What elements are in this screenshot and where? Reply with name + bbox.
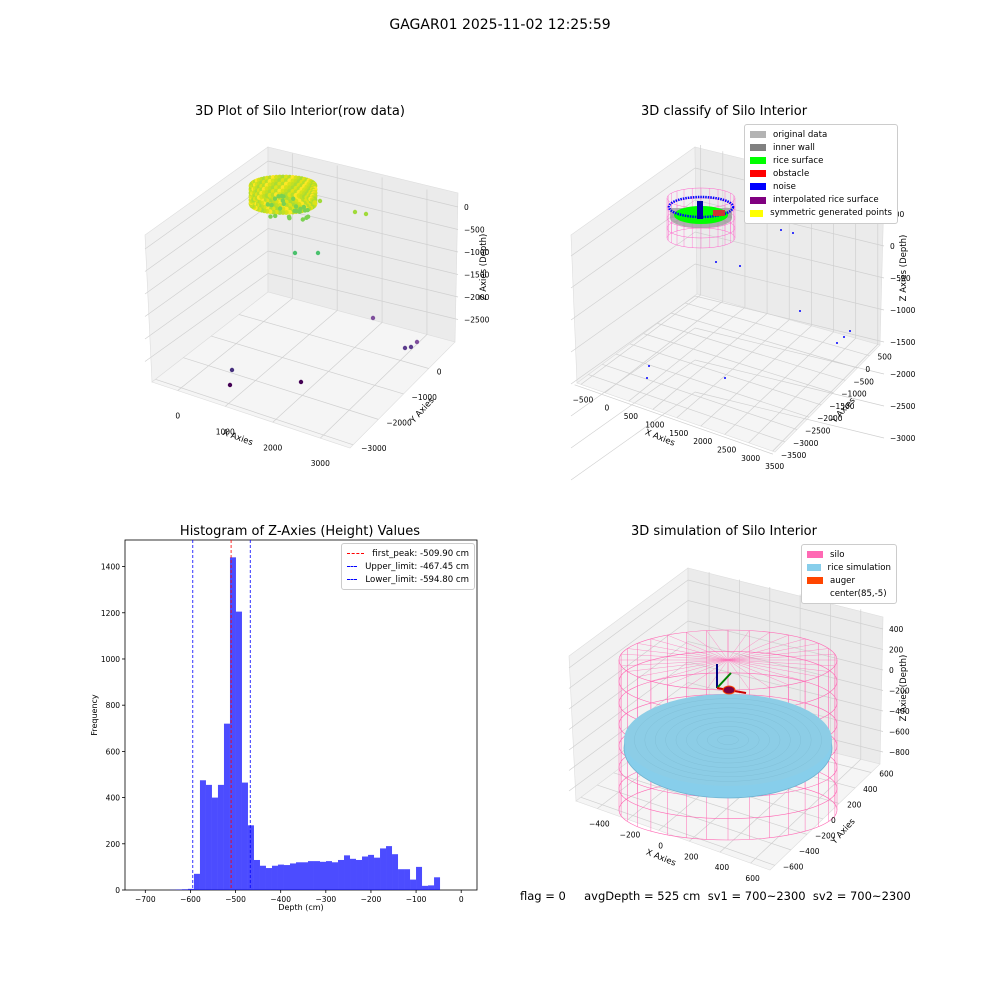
- z-tick-label: −800: [889, 748, 910, 757]
- x-axis-label: X Axies: [644, 848, 677, 869]
- z-tick-label: 200: [889, 646, 904, 655]
- y-tick-label: −400: [799, 847, 820, 856]
- x-tick-label: −400: [589, 820, 610, 829]
- x-tick-label: 400: [715, 863, 730, 872]
- legend-item: auger: [807, 574, 891, 587]
- legend-swatch: [807, 577, 823, 584]
- legend-item: center(85,-5): [807, 587, 891, 600]
- y-tick-label: −600: [783, 862, 804, 871]
- z-axis-label: Z Axies (Depth): [899, 655, 909, 722]
- legend-swatch: [807, 590, 823, 597]
- z-tick-label: −600: [889, 728, 910, 737]
- auger: [723, 686, 735, 694]
- y-tick-label: 200: [847, 800, 862, 809]
- x-tick-label: 600: [745, 874, 760, 883]
- z-tick-label: 400: [889, 625, 904, 634]
- legend-label: center(85,-5): [830, 589, 887, 599]
- x-tick-label: 200: [684, 852, 699, 861]
- panel4-legend: silo rice simulation auger center(85,-5): [801, 544, 897, 604]
- legend-label: auger: [830, 576, 855, 586]
- x-tick-label: 0: [658, 841, 663, 850]
- legend-item: rice simulation: [807, 561, 891, 574]
- y-tick-label: 0: [831, 816, 836, 825]
- legend-label: silo: [830, 550, 845, 560]
- z-tick-label: 0: [889, 666, 894, 675]
- y-tick-label: 400: [863, 785, 878, 794]
- legend-swatch: [807, 551, 823, 558]
- legend-item: silo: [807, 548, 891, 561]
- y-tick-label: 600: [879, 769, 894, 778]
- status-footer: flag = 0 avgDepth = 525 cm sv1 = 700~230…: [520, 889, 911, 903]
- legend-label: rice simulation: [828, 563, 891, 573]
- legend-swatch: [807, 564, 821, 571]
- x-tick-label: −200: [620, 830, 641, 839]
